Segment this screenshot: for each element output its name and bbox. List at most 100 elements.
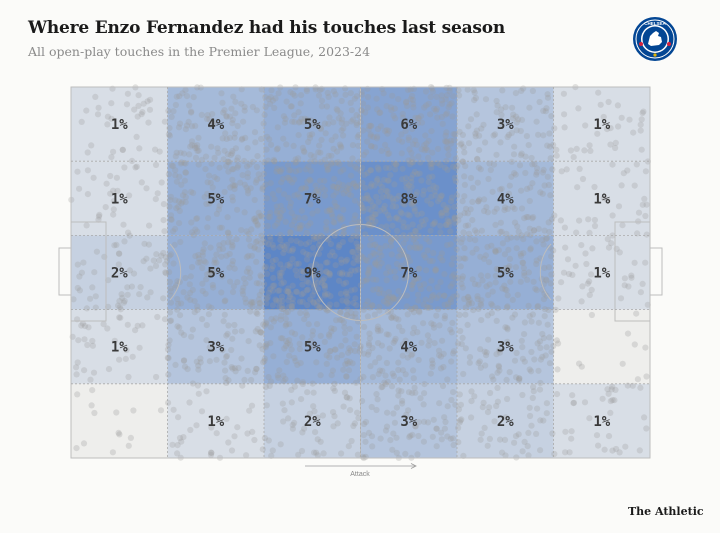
- touch-dot: [442, 111, 449, 118]
- touch-dot: [178, 200, 185, 207]
- touch-dot: [268, 141, 275, 148]
- touch-dot: [509, 314, 516, 321]
- touch-dot: [76, 185, 83, 192]
- touch-dot: [529, 180, 536, 187]
- touch-dot: [302, 309, 309, 316]
- touch-dot: [292, 357, 299, 365]
- touch-dot: [448, 194, 456, 201]
- touch-dot: [462, 222, 469, 229]
- touch-dot: [426, 186, 433, 193]
- touch-dot: [430, 416, 437, 423]
- touch-dot: [340, 190, 347, 197]
- touch-dot: [319, 277, 326, 284]
- touch-dot: [545, 264, 553, 271]
- touch-dot: [253, 163, 260, 171]
- touch-dot: [343, 298, 350, 305]
- touch-dot: [255, 171, 262, 178]
- touch-dot: [108, 154, 115, 161]
- touch-dot: [111, 337, 118, 344]
- touch-dot: [409, 281, 416, 288]
- touch-dot: [392, 115, 399, 122]
- touch-dot: [340, 206, 347, 213]
- touch-dot: [145, 241, 152, 248]
- touch-dot: [284, 288, 292, 295]
- touch-dot: [289, 421, 296, 429]
- touch-dot: [180, 332, 188, 339]
- touch-dot: [420, 301, 427, 308]
- touch-dot: [298, 447, 306, 455]
- touch-dot: [424, 303, 431, 310]
- touch-dot: [472, 133, 479, 140]
- touch-dot: [189, 286, 196, 293]
- touch-dot: [126, 267, 133, 274]
- touch-dot: [437, 193, 445, 200]
- touch-dot: [450, 255, 457, 262]
- touch-dot: [263, 319, 270, 326]
- touch-dot: [263, 402, 270, 409]
- touch-dot: [498, 106, 505, 113]
- touch-dot: [399, 327, 406, 335]
- touch-dot: [436, 322, 443, 329]
- touch-dot: [544, 94, 552, 101]
- touch-dot: [306, 239, 313, 246]
- touch-dot: [339, 182, 346, 189]
- touch-dot: [201, 194, 208, 201]
- touch-dot: [370, 249, 377, 256]
- touch-dot: [457, 401, 464, 408]
- touch-dot: [227, 152, 234, 159]
- touch-dot: [198, 111, 205, 118]
- touch-dot: [613, 445, 620, 453]
- touch-dot: [588, 271, 595, 278]
- touch-dot: [261, 355, 268, 362]
- touch-dot: [416, 170, 423, 177]
- touch-dot: [87, 295, 94, 302]
- touch-dot: [527, 245, 534, 252]
- touch-dot: [289, 90, 297, 97]
- touch-dot: [167, 317, 175, 324]
- touch-dot: [238, 227, 245, 234]
- touch-dot: [433, 425, 440, 432]
- zone-value-label: 4%: [497, 191, 514, 207]
- touch-dot: [364, 192, 371, 199]
- touch-dot: [512, 433, 520, 440]
- touch-dot: [240, 118, 247, 125]
- touch-dot: [260, 236, 267, 243]
- touch-dot: [524, 231, 531, 238]
- touch-dot: [358, 88, 365, 95]
- touch-dot: [506, 369, 513, 376]
- touch-dot: [310, 236, 318, 243]
- touch-dot: [240, 284, 247, 291]
- touch-dot: [465, 293, 472, 300]
- touch-dot: [518, 87, 525, 94]
- touch-dot: [427, 227, 434, 234]
- touch-dot: [513, 113, 520, 120]
- touch-dot: [445, 146, 452, 153]
- touch-dot: [300, 147, 307, 154]
- touch-dot: [231, 182, 238, 189]
- touch-dot: [304, 222, 311, 229]
- touch-dot: [255, 280, 263, 287]
- touch-dot: [274, 207, 281, 214]
- touch-dot: [516, 375, 523, 382]
- touch-dot: [625, 283, 632, 290]
- touch-dot: [182, 169, 189, 176]
- touch-dot: [541, 290, 548, 297]
- touch-dot: [444, 110, 451, 117]
- touch-dot: [317, 332, 324, 339]
- touch-dot: [177, 149, 184, 156]
- touch-dot: [94, 111, 102, 118]
- touch-dot: [262, 181, 269, 188]
- touch-dot: [330, 119, 337, 126]
- touch-dot: [374, 285, 381, 292]
- touch-dot: [526, 366, 533, 373]
- touch-dot: [390, 296, 397, 303]
- touch-dot: [79, 320, 86, 327]
- touch-dot: [238, 86, 245, 93]
- touch-dot: [519, 344, 526, 351]
- touch-dot: [354, 243, 361, 250]
- touch-dot: [228, 105, 235, 112]
- touch-dot: [476, 358, 483, 365]
- touch-dot: [350, 422, 357, 430]
- touch-dot: [273, 146, 280, 153]
- touch-dot: [278, 166, 286, 173]
